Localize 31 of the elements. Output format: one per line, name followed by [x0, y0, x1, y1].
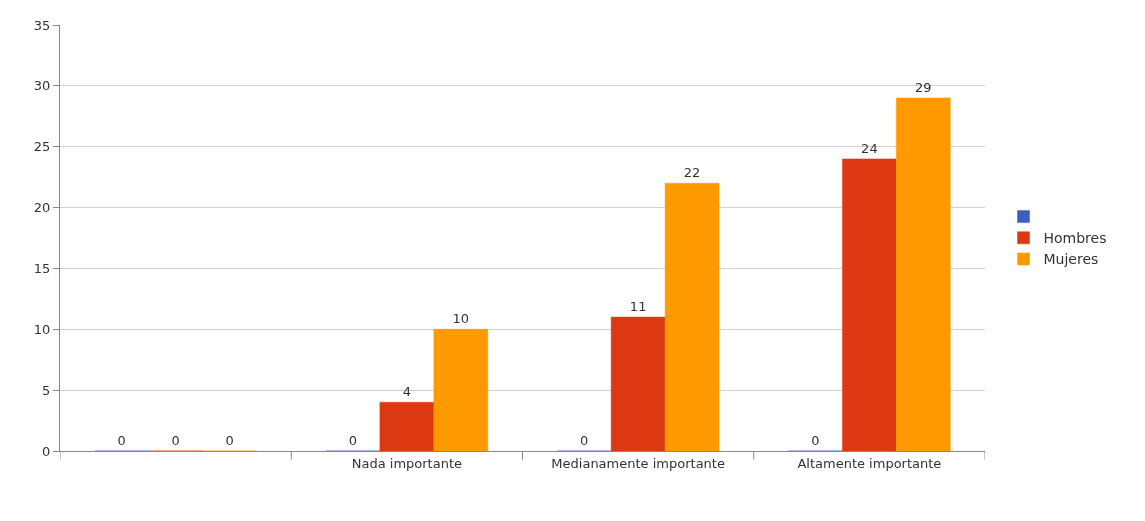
legend-label: Hombres: [1043, 230, 1107, 247]
legend-label: Mujeres: [1043, 251, 1099, 268]
x-tick-label: Altamente importante: [797, 455, 942, 471]
data-label: 0: [348, 433, 358, 448]
data-label: 0: [811, 433, 820, 448]
data-label: 4: [402, 384, 412, 400]
y-tick-label: 30: [33, 78, 51, 94]
bar: [842, 158, 897, 451]
x-tick-label: Nada importante: [351, 455, 463, 471]
data-label: 10: [452, 311, 470, 327]
data-label: 11: [629, 299, 647, 315]
bar: [664, 182, 720, 451]
data-label: 22: [683, 165, 701, 181]
y-tick-label: 20: [33, 200, 51, 216]
data-label: 0: [117, 433, 126, 448]
y-tick-label: 10: [33, 321, 51, 337]
y-tick-label: 5: [42, 382, 51, 398]
y-tick-label: 15: [33, 260, 51, 276]
y-tick-label: 35: [33, 17, 51, 33]
data-label: 29: [915, 80, 932, 96]
bar: [379, 402, 435, 451]
data-label: 24: [861, 140, 878, 156]
data-label: 0: [225, 433, 234, 448]
x-tick-label: Medianamente importante: [551, 455, 725, 471]
bar: [896, 97, 951, 451]
data-label: 0: [580, 433, 589, 448]
data-label: 0: [171, 433, 180, 448]
y-tick-label: 25: [33, 139, 51, 155]
y-tick-label: 0: [42, 443, 51, 459]
bar: [610, 316, 666, 451]
bar: [433, 329, 489, 451]
